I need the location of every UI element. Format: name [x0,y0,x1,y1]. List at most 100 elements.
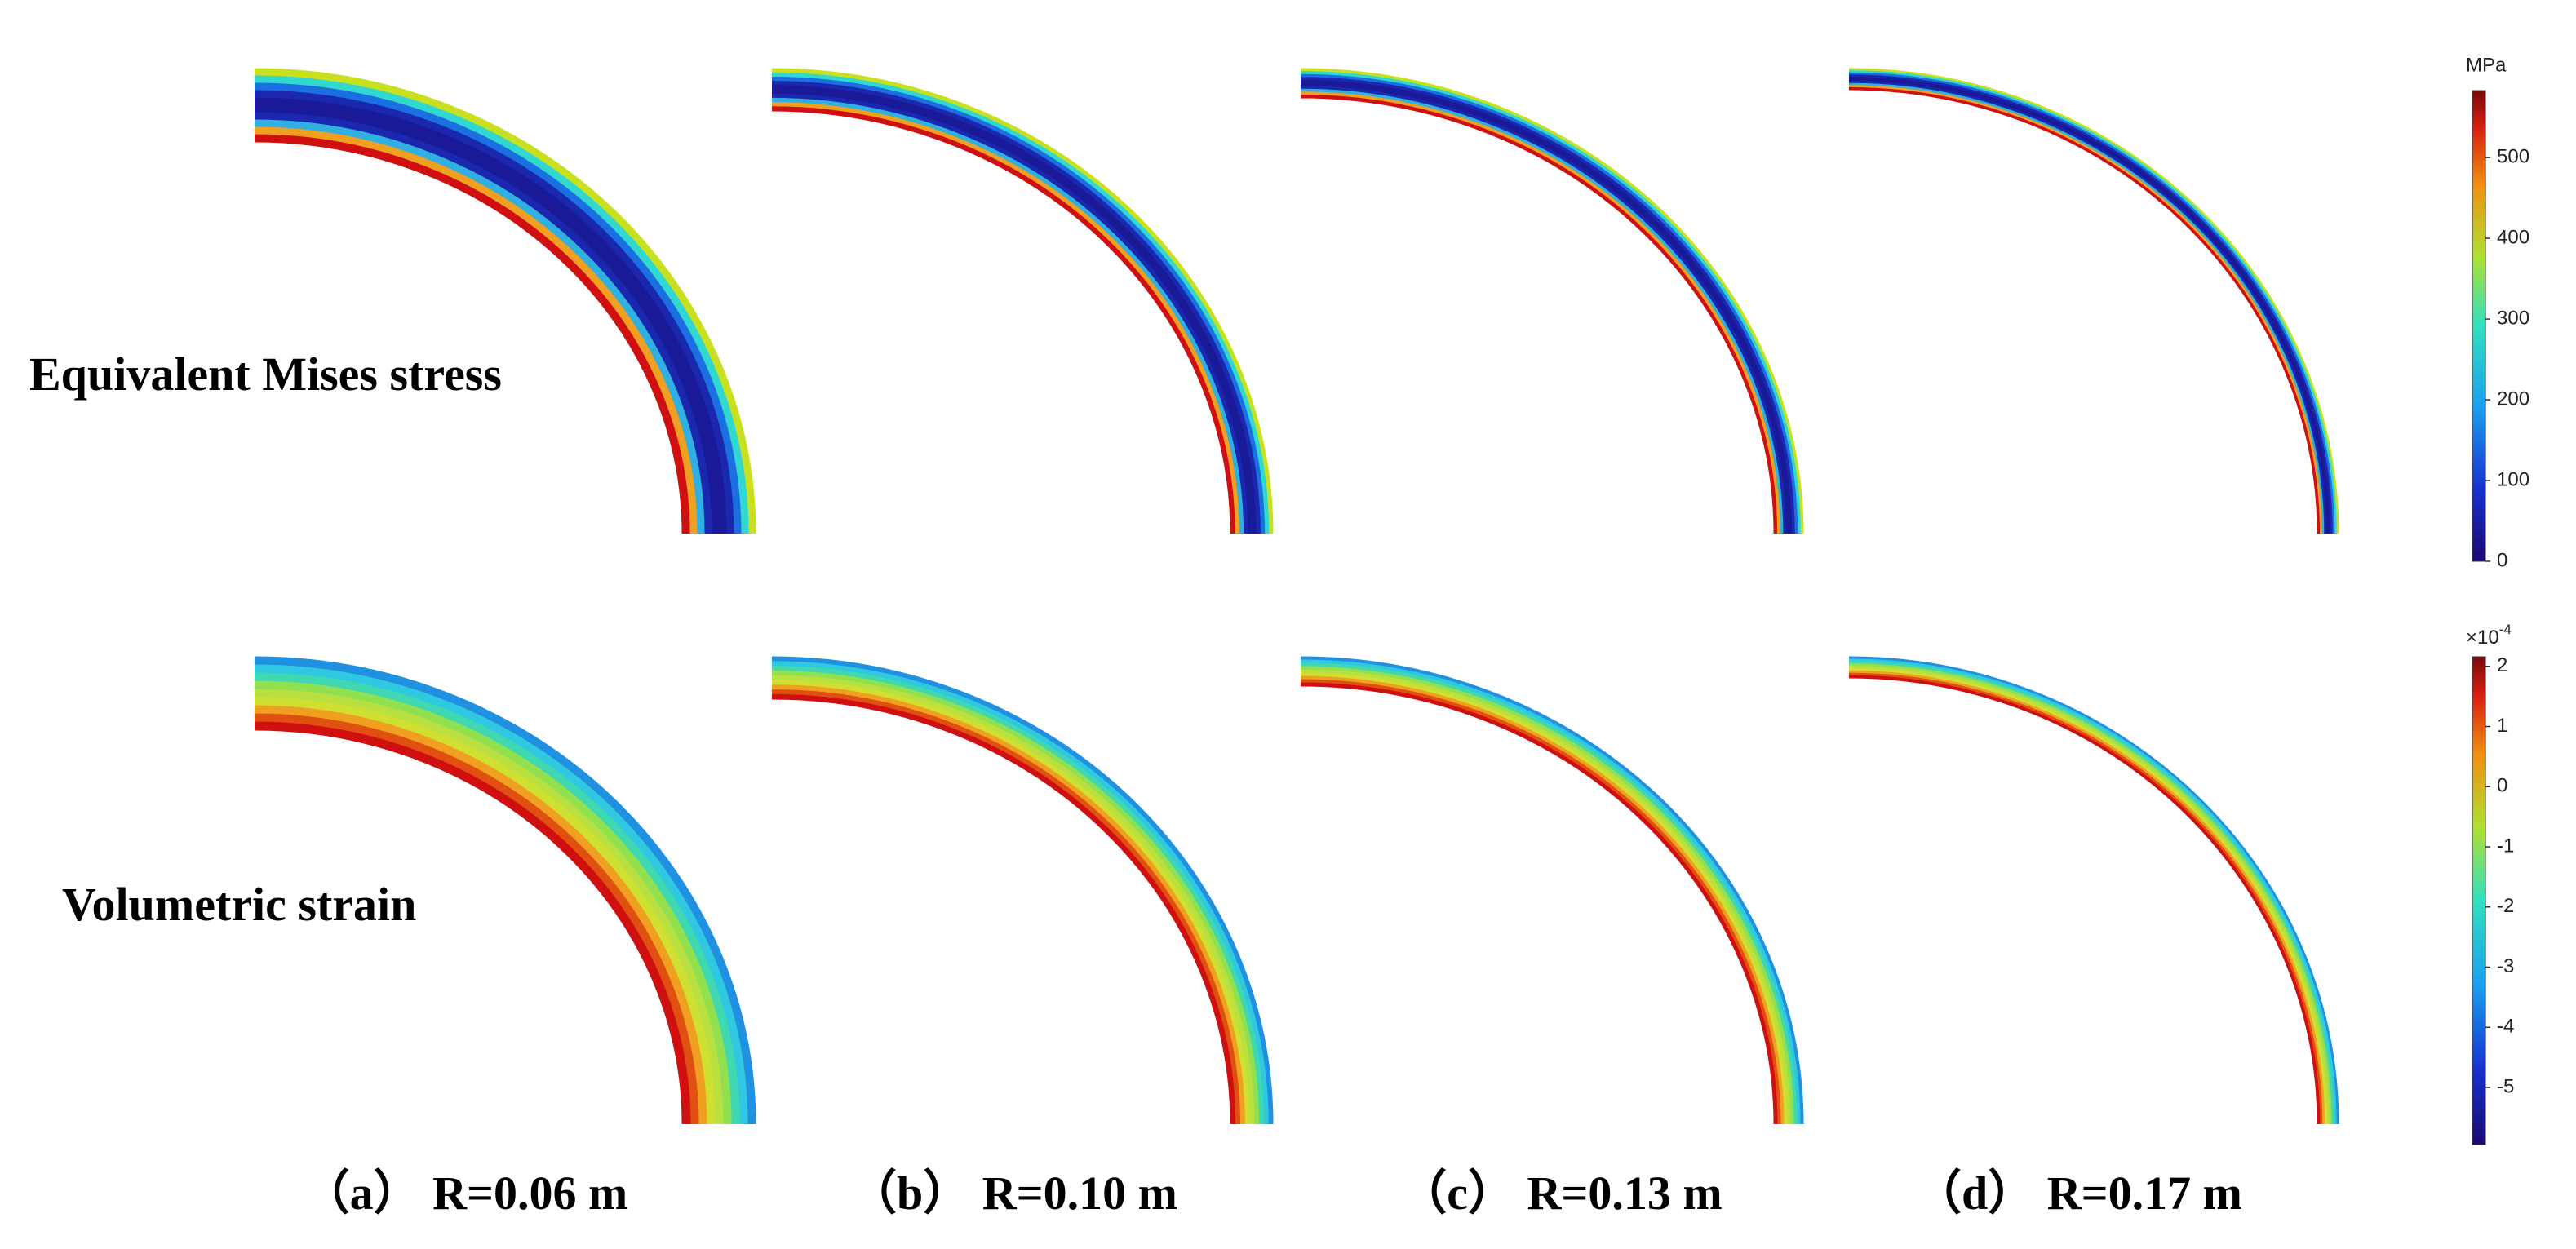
ring-band [1300,88,1784,534]
ring-band [771,93,1248,534]
ring-band [254,664,748,1125]
column-label: （a） R=0.06 m [303,1167,628,1220]
colorbar [2472,656,2486,1145]
ring-band [1848,667,2328,1125]
ring-band [771,693,1236,1125]
ring-band [1848,658,2337,1125]
ring-band [771,89,1253,534]
ring-band [1848,81,2326,534]
ring-band [771,81,1261,534]
ring-band [254,713,699,1125]
ring-band [1848,85,2322,534]
ring-band [1300,662,1798,1125]
tick-label: 300 [2497,307,2529,329]
ring-band [1848,82,2325,534]
column-label: （d） R=0.17 m [1914,1167,2242,1220]
tick-label: 0 [2497,775,2507,797]
ring-band [1848,672,2323,1125]
ring-band [254,134,690,534]
tick-label: 1 [2497,715,2507,737]
ring-band [1848,656,2339,1125]
ring-band [254,680,732,1125]
tick-label: 400 [2497,226,2529,248]
tick-label: -1 [2497,835,2514,857]
ring-band [1848,86,2321,534]
tick-label: -4 [2497,1016,2514,1038]
ring-band [1300,86,1786,534]
ring-band [254,689,724,1125]
ring-band [1300,82,1789,534]
ring-band [771,675,1255,1125]
ring-band [1300,669,1791,1125]
ring-band [1300,656,1804,1125]
colorbar-unit: MPa [2466,54,2507,76]
tick-label: 200 [2497,388,2529,410]
ring-band [1300,659,1801,1125]
ring-band [254,656,756,1125]
tick-label: 0 [2497,549,2507,571]
ring-band [1848,72,2335,534]
ring-band [254,97,727,534]
ring-band [1300,71,1801,534]
ring-band [771,106,1235,534]
ring-band [254,705,707,1125]
ring-band [771,102,1239,534]
ring-band [254,68,756,534]
ring-band [771,72,1270,534]
ring-band [254,672,740,1125]
row-label: Volumetric strain [62,878,416,931]
ring-band [1848,663,2332,1125]
ring-band [771,670,1260,1125]
ring-band [771,684,1245,1125]
ring-band [254,112,712,534]
ring-band [1300,682,1778,1125]
ring-band [1848,70,2337,534]
ring-band [771,97,1244,534]
ring-band [1300,666,1794,1125]
colorbar [2472,90,2486,562]
tick-label: -2 [2497,895,2514,917]
ring-band [1300,94,1778,534]
ring-band [254,104,720,534]
ring-band [254,90,734,534]
ring-band [771,68,1274,534]
ring-band [1848,78,2329,534]
ring-band [254,721,691,1125]
tick-label: 2 [2497,654,2507,676]
tick-label: -5 [2497,1075,2514,1097]
ring-band [771,661,1269,1125]
ring-band [1300,73,1798,534]
ring-band [1848,68,2339,534]
ring-band [1300,679,1781,1125]
ring-band [254,126,698,534]
tick-label: -3 [2497,955,2514,977]
unit-exponent: -4 [2499,622,2512,637]
tick-label: 100 [2497,468,2529,490]
ring-band [254,119,705,534]
ring-band [1300,675,1785,1125]
ring-band [254,697,716,1125]
ring-band [1300,79,1793,534]
ring-band [1848,666,2330,1125]
ring-band [1848,675,2321,1125]
ring-band [1848,74,2333,534]
ring-band [1300,68,1804,534]
ring-band [771,666,1264,1125]
column-label: （c） R=0.13 m [1399,1167,1723,1220]
ring-band [1848,76,2331,534]
ring-band [1300,672,1788,1125]
unit-base: ×10 [2466,627,2499,649]
ring-band [771,680,1250,1125]
ring-band [771,689,1241,1125]
tick-label: 500 [2497,145,2529,167]
ring-band [771,76,1266,534]
ring-band [1848,661,2334,1125]
row-label: Equivalent Mises stress [29,348,502,401]
ring-band [254,75,749,534]
column-label: （b） R=0.10 m [849,1167,1177,1220]
colorbar-unit: ×10-4 [2466,622,2512,649]
ring-band [254,82,742,534]
ring-band [1300,91,1780,534]
